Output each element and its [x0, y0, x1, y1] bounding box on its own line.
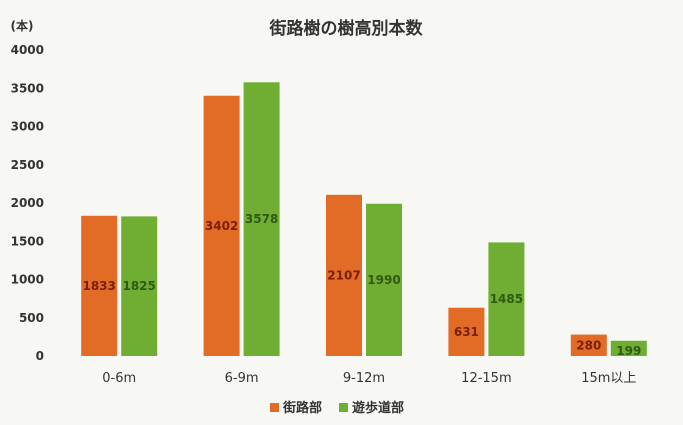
data-label: 1485: [490, 292, 523, 306]
y-tick-label: 3500: [11, 81, 44, 95]
y-tick-label: 2500: [11, 158, 44, 172]
legend: 街路部 遊歩道部: [270, 400, 404, 416]
bar: [366, 203, 402, 356]
bar: [488, 242, 525, 356]
legend-swatch: [339, 403, 348, 412]
bars-group: 1833 1825 3402 3578 2107 1990 631 1485 280 199: [81, 82, 647, 358]
data-label: 1825: [122, 279, 155, 293]
y-tick-label: 4000: [11, 43, 44, 57]
bar: [81, 215, 118, 356]
x-tick-label: 0-6m: [102, 371, 136, 386]
x-tick-label: 9-12m: [343, 371, 385, 386]
bar: [326, 194, 362, 356]
bar: [121, 216, 158, 356]
bar: [243, 82, 280, 357]
x-tick-label: 12-15m: [461, 371, 511, 386]
data-label: 199: [616, 344, 641, 358]
data-label: 1990: [367, 273, 400, 287]
data-label: 280: [576, 338, 601, 352]
data-label: 631: [454, 325, 479, 339]
data-label: 3402: [205, 219, 238, 233]
y-axis: 0 500 1000 1500 2000 2500 3000 3500 4000: [11, 43, 44, 363]
data-label: 1833: [82, 279, 115, 293]
y-tick-label: 1500: [11, 234, 44, 248]
y-axis-unit-label: (本): [11, 18, 34, 33]
data-label: 3578: [245, 212, 278, 226]
legend-label: 街路部: [282, 400, 322, 416]
bar: [570, 334, 607, 356]
legend-label: 遊歩道部: [352, 400, 404, 416]
bar: [203, 95, 240, 356]
data-label: 2107: [327, 268, 360, 282]
y-tick-label: 500: [19, 311, 44, 325]
y-tick-label: 3000: [11, 120, 44, 134]
bar: [610, 340, 647, 356]
x-tick-label: 6-9m: [225, 371, 259, 386]
y-tick-label: 2000: [11, 196, 44, 210]
y-tick-label: 1000: [11, 273, 44, 287]
y-tick-label: 0: [36, 349, 44, 363]
x-axis: 0-6m 6-9m 9-12m 12-15m 15m以上: [102, 371, 636, 386]
x-tick-label: 15m以上: [581, 371, 636, 386]
bar: [448, 307, 485, 356]
chart-title: 街路樹の樹高別本数: [269, 18, 424, 39]
legend-swatch: [270, 403, 279, 412]
